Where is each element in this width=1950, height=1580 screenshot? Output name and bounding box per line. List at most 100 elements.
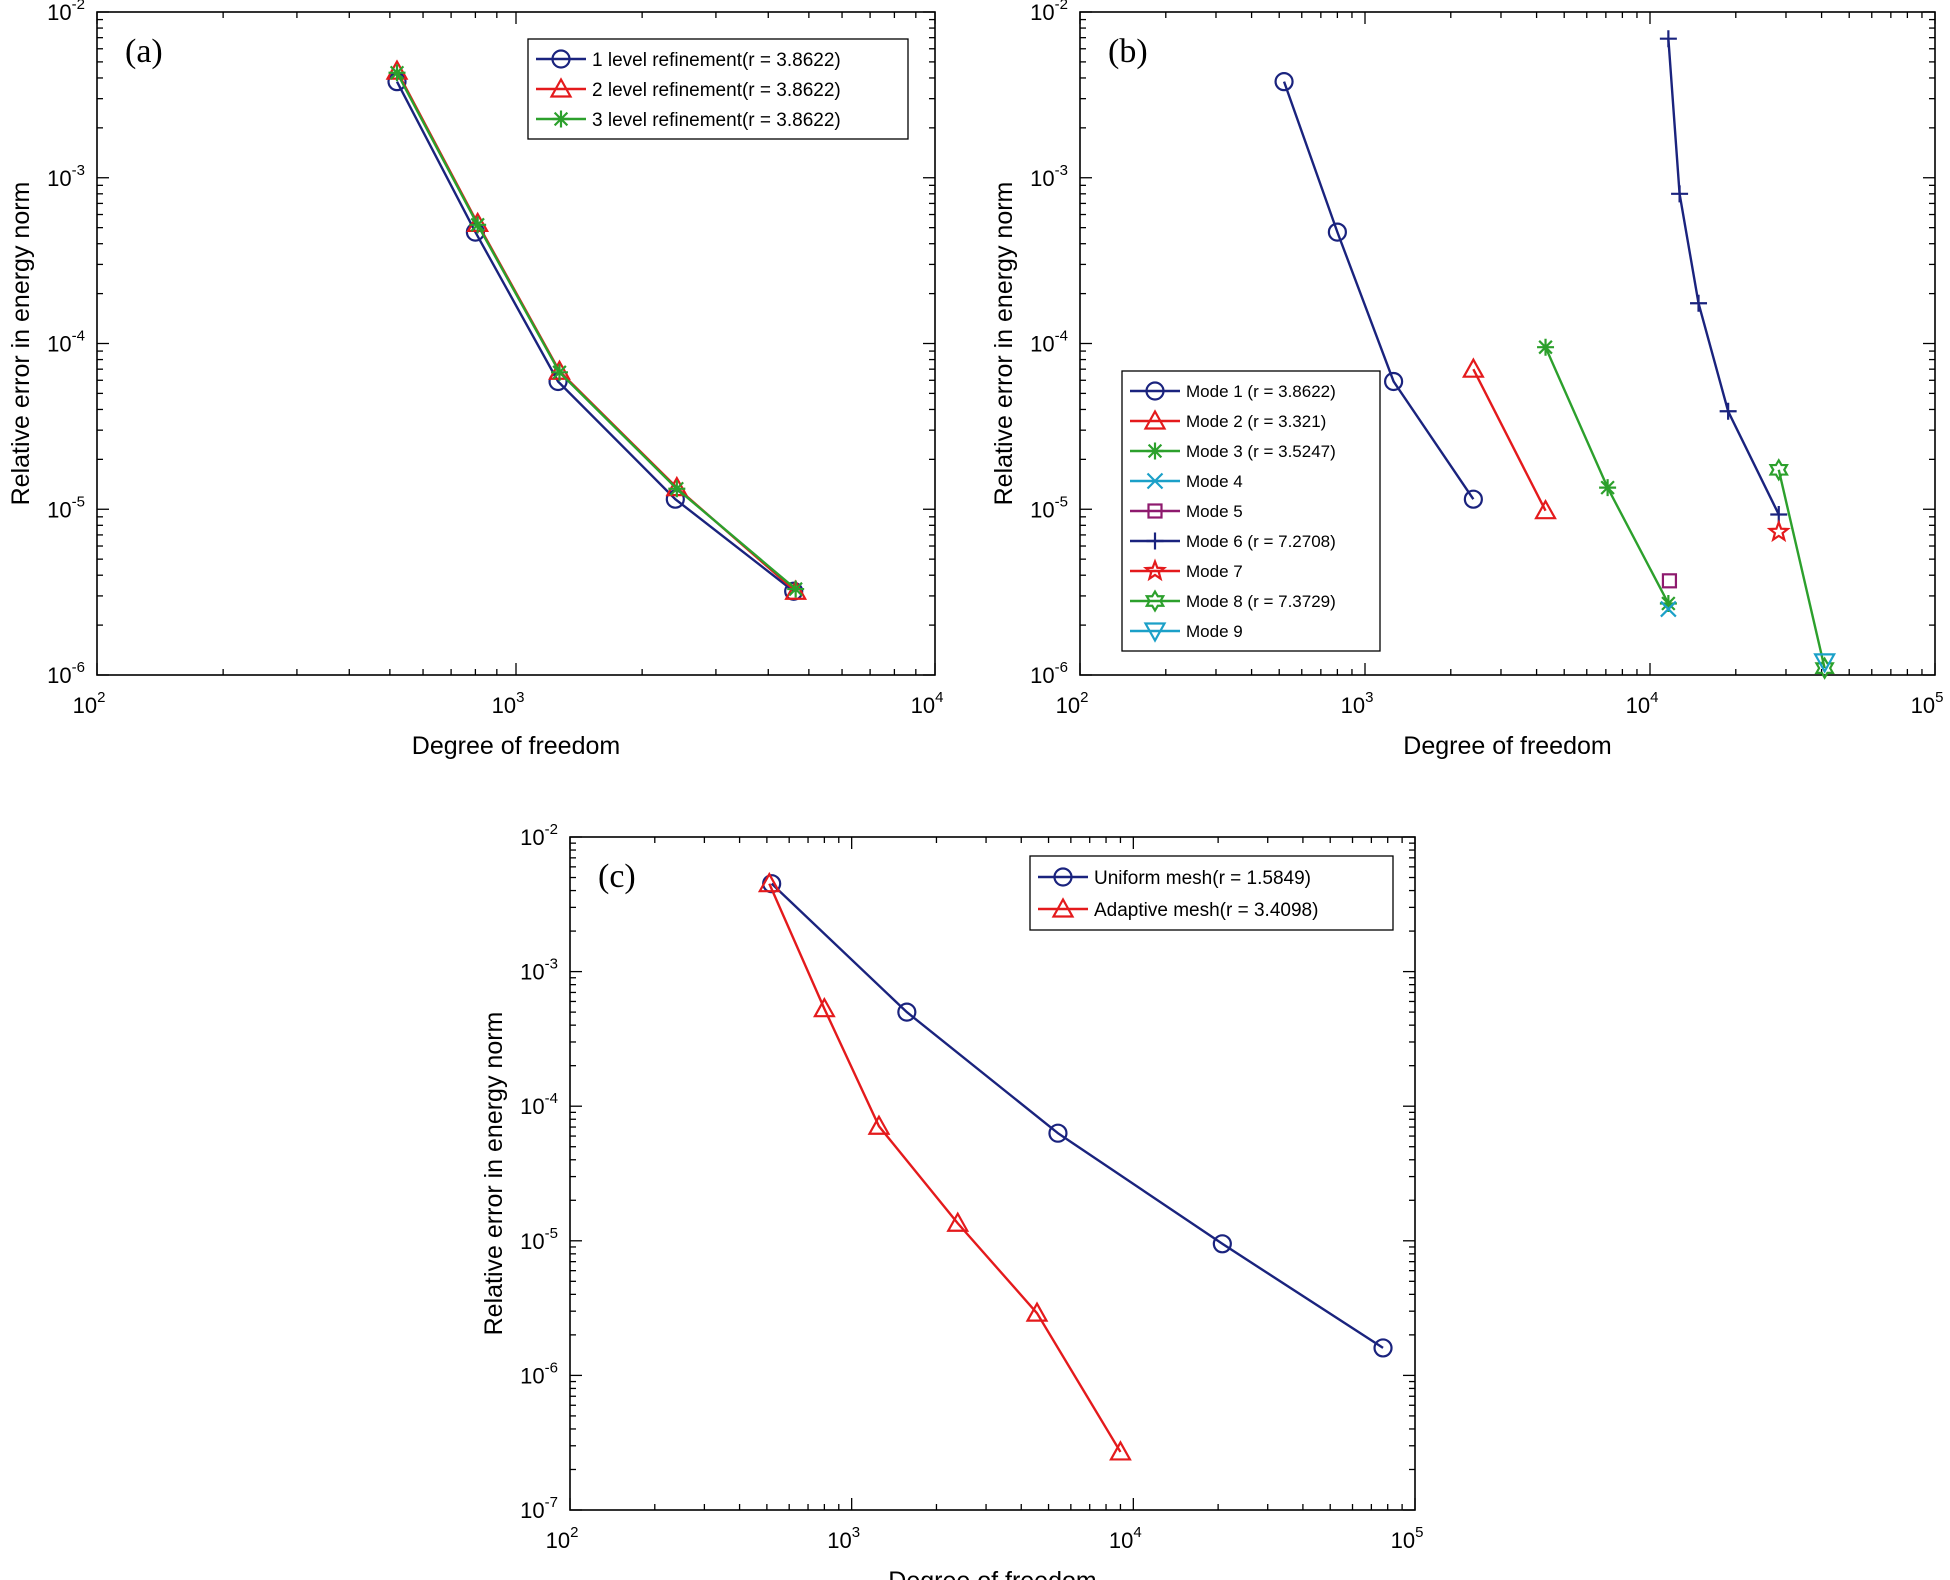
data-point — [1813, 653, 1837, 674]
x-tick-label: 104 — [1109, 1524, 1142, 1553]
legend-item: 1 level refinement(r = 3.8622) — [536, 49, 841, 71]
legend-marker — [1146, 442, 1164, 460]
legend-item: Adaptive mesh(r = 3.4098) — [1038, 897, 1318, 921]
legend-marker — [1143, 409, 1167, 430]
x-tick-label: 104 — [1626, 689, 1659, 718]
series-8 — [1768, 458, 1835, 680]
y-tick-label: 10-4 — [520, 1090, 558, 1119]
y-tick-label: 10-5 — [520, 1225, 558, 1254]
legend-item: Mode 7 — [1130, 558, 1243, 582]
legend-marker — [1144, 589, 1166, 613]
legend-item: Uniform mesh(r = 1.5849) — [1038, 867, 1311, 889]
legend-marker — [1145, 381, 1165, 401]
data-point — [1461, 357, 1485, 378]
legend-item: 3 level refinement(r = 3.8622) — [536, 110, 841, 131]
y-tick-label: 10-2 — [520, 821, 558, 850]
data-point — [757, 871, 781, 893]
x-tick-label: 104 — [911, 689, 944, 718]
legend-item: Mode 1 (r = 3.8622) — [1130, 381, 1336, 401]
data-point — [1690, 294, 1708, 312]
series-line — [1472, 368, 1547, 512]
data-point — [1463, 489, 1483, 509]
y-tick-label: 10-6 — [520, 1359, 558, 1388]
series-5 — [1661, 573, 1678, 589]
series-line — [395, 81, 795, 593]
chart-panel-b: 102 103 104 105 10-6 10-5 10-4 10-3 10-2 Degree o… — [990, 0, 1943, 760]
y-tick-label: 10-4 — [1030, 328, 1068, 357]
data-point — [1274, 72, 1294, 92]
legend-marker — [1147, 503, 1163, 519]
data-point — [1719, 402, 1737, 420]
x-axis-label: Degree of freedom — [412, 732, 620, 760]
data-point — [1373, 1338, 1393, 1358]
x-tick-label: 105 — [1391, 1524, 1424, 1553]
series-line — [770, 882, 1384, 1349]
x-tick-label: 103 — [492, 689, 525, 718]
x-axis-label: Degree of freedom — [1403, 732, 1611, 760]
data-point — [1660, 600, 1677, 618]
legend-item: Mode 6 (r = 7.2708) — [1130, 532, 1336, 551]
x-axis-label: Degree of freedom — [888, 1567, 1096, 1580]
axis-ticks — [1079, 11, 1936, 676]
data-point — [1048, 1123, 1068, 1143]
legend-item: Mode 5 — [1130, 502, 1243, 521]
x-tick-label: 105 — [1911, 689, 1944, 718]
data-point — [1327, 222, 1347, 242]
legend: 1 level refinement(r = 3.8622) 2 level re… — [527, 38, 909, 140]
legend-label: 3 level refinement(r = 3.8622) — [592, 110, 841, 131]
data-point — [1384, 371, 1404, 392]
y-tick-label: 10-3 — [1030, 162, 1068, 191]
data-point — [1768, 458, 1789, 482]
legend: Mode 1 (r = 3.8622) Mode 2 (r = 3.321) Mod… — [1121, 370, 1381, 652]
x-tick-label: 103 — [827, 1524, 860, 1553]
y-tick-label: 10-3 — [47, 162, 85, 191]
legend-label: Mode 5 — [1186, 502, 1243, 521]
series-1 — [762, 874, 1393, 1358]
legend-label: Mode 7 — [1186, 562, 1243, 581]
legend-item: 2 level refinement(r = 3.8622) — [536, 77, 841, 101]
y-axis-label: Relative error in energy norm — [7, 182, 35, 506]
y-tick-label: 10-3 — [520, 956, 558, 985]
data-point — [784, 579, 808, 600]
legend-marker — [1142, 558, 1168, 582]
series-2 — [757, 871, 1132, 1461]
legend-label: Mode 8 (r = 7.3729) — [1186, 592, 1336, 611]
x-tick-label: 102 — [546, 1524, 579, 1553]
y-tick-label: 10-4 — [47, 328, 85, 357]
data-point — [867, 1114, 891, 1135]
x-tick-label: 102 — [73, 689, 106, 718]
data-point — [1212, 1234, 1232, 1254]
data-point — [946, 1211, 970, 1232]
legend-item: Mode 4 — [1130, 472, 1243, 491]
y-tick-label: 10-7 — [520, 1494, 558, 1523]
y-tick-label: 10-6 — [1030, 659, 1068, 688]
chart-panel-c: 102 103 104 105 10-7 10-6 10-5 10-4 10-3 10-2 Degr… — [480, 821, 1423, 1580]
series-line — [768, 883, 1122, 1453]
data-point — [812, 996, 836, 1018]
y-tick-label: 10-2 — [1030, 0, 1068, 25]
data-point — [1661, 573, 1678, 589]
x-tick-label: 103 — [1341, 689, 1374, 718]
data-point — [1534, 498, 1557, 520]
legend: Uniform mesh(r = 1.5849) Adaptive mesh(r … — [1029, 855, 1394, 931]
data-point — [1025, 1301, 1049, 1322]
legend-label: Mode 1 (r = 3.8622) — [1186, 382, 1336, 401]
legend-item: Mode 3 (r = 3.5247) — [1130, 442, 1336, 461]
legend-box — [527, 38, 909, 140]
series-3 — [1537, 338, 1677, 613]
legend-label: Mode 6 (r = 7.2708) — [1186, 532, 1336, 551]
series-1 — [1274, 72, 1483, 509]
data-point — [897, 1002, 917, 1022]
data-point — [1671, 185, 1689, 203]
y-tick-label: 10-2 — [47, 0, 85, 25]
y-tick-label: 10-6 — [47, 659, 85, 688]
data-point — [388, 64, 406, 82]
data-point — [668, 480, 686, 498]
legend-box — [1029, 855, 1394, 931]
axis-ticks — [569, 836, 1416, 1511]
legend-label: Uniform mesh(r = 1.5849) — [1094, 868, 1311, 889]
axis-ticks — [96, 11, 936, 676]
series-7 — [1766, 519, 1791, 543]
plot-area — [569, 836, 1416, 1511]
series-6 — [1659, 30, 1788, 523]
